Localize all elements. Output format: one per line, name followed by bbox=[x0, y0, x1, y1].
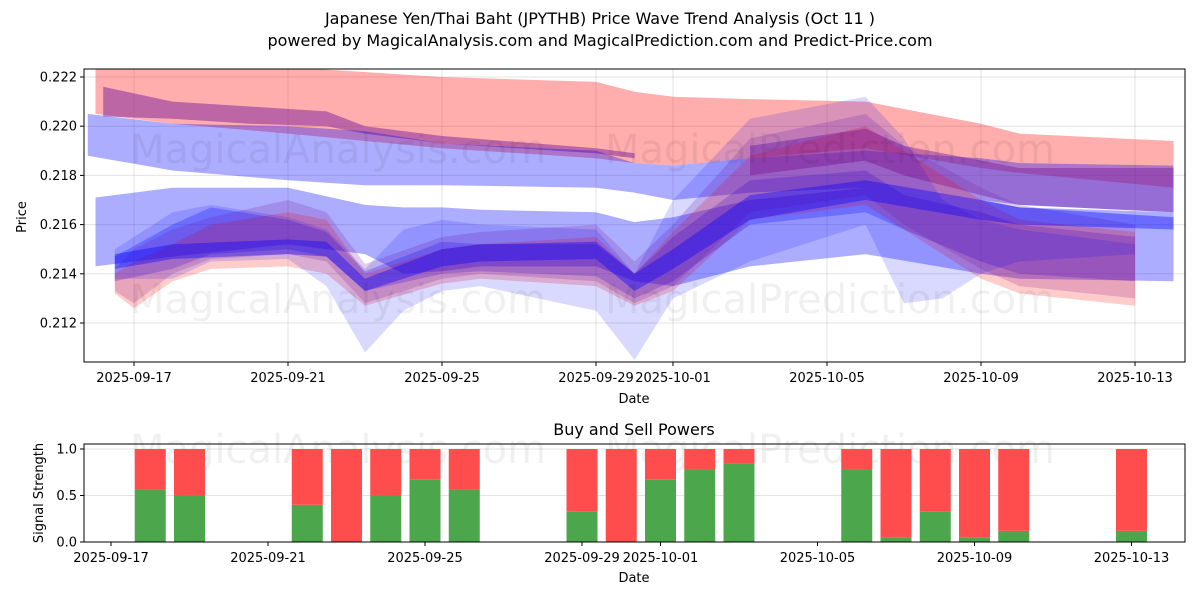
sell-bar bbox=[919, 449, 951, 512]
sell-bar bbox=[1116, 449, 1147, 531]
sell-bar bbox=[291, 449, 323, 505]
main-x-tick-label: 2025-09-21 bbox=[250, 371, 326, 386]
watermark-top-right: MagicalPrediction.com bbox=[605, 127, 1055, 173]
main-y-axis-label: Price bbox=[15, 201, 30, 233]
sell-bar bbox=[370, 449, 402, 496]
band-red-0 bbox=[95, 69, 1174, 188]
buy-bar bbox=[998, 530, 1030, 542]
buy-bar bbox=[723, 463, 755, 542]
buy-bar bbox=[919, 511, 951, 542]
bar-chart-title: Buy and Sell Powers bbox=[553, 420, 715, 439]
band-blue-8 bbox=[114, 96, 1136, 360]
band-purple-4 bbox=[750, 128, 1174, 213]
main-y-ticks: 0.212 0.214 0.216 0.218 0.220 0.222 bbox=[40, 71, 84, 332]
buy-bar bbox=[409, 479, 441, 542]
band-blue-5 bbox=[114, 170, 1136, 299]
main-y-tick-label: 0.220 bbox=[40, 120, 77, 135]
main-y-tick-label: 0.222 bbox=[40, 71, 77, 86]
sell-bar bbox=[174, 449, 205, 496]
band-red-7 bbox=[114, 126, 1136, 309]
sell-bar bbox=[448, 449, 480, 490]
sell-bar bbox=[880, 449, 912, 538]
main-watermarks: MagicalAnalysis.com MagicalPrediction.co… bbox=[130, 127, 1055, 323]
main-x-tick-label: 2025-10-13 bbox=[1097, 371, 1173, 386]
bar-x-tick-label: 2025-10-09 bbox=[937, 551, 1013, 566]
band-blue-3 bbox=[95, 187, 1174, 287]
watermark-bottom-right: MagicalPrediction.com bbox=[605, 277, 1055, 323]
sell-bar bbox=[566, 449, 598, 512]
buy-bar bbox=[645, 479, 676, 542]
bar-y-tick-label: 0.0 bbox=[56, 536, 77, 551]
buy-bar bbox=[448, 489, 480, 542]
main-plot-frame bbox=[83, 68, 1186, 363]
sell-bar bbox=[723, 449, 755, 464]
sell-bar bbox=[409, 449, 441, 480]
main-x-ticks: 2025-09-17 2025-09-21 2025-09-25 2025-09-29… bbox=[96, 362, 1173, 386]
bar-x-axis-label: Date bbox=[618, 571, 649, 586]
main-y-tick-label: 0.212 bbox=[40, 317, 77, 332]
bar-x-tick-label: 2025-09-29 bbox=[544, 551, 620, 566]
sell-bar bbox=[645, 449, 676, 480]
main-x-axis-label: Date bbox=[618, 392, 649, 407]
sell-bar bbox=[684, 449, 716, 470]
chart-subtitle: powered by MagicalAnalysis.com and Magic… bbox=[267, 31, 933, 50]
buy-bar bbox=[566, 511, 598, 542]
bar-x-tick-label: 2025-09-25 bbox=[387, 551, 463, 566]
buy-bar bbox=[959, 537, 990, 542]
watermark-top-left: MagicalAnalysis.com bbox=[130, 127, 546, 173]
bar-x-tick-label: 2025-10-05 bbox=[780, 551, 856, 566]
buy-bar bbox=[174, 495, 205, 542]
band-blue-2 bbox=[87, 113, 1174, 213]
bar-plot-frame bbox=[83, 443, 1186, 543]
main-x-tick-label: 2025-09-17 bbox=[96, 371, 172, 386]
buy-bar bbox=[841, 469, 873, 542]
main-grid bbox=[84, 69, 1185, 362]
main-y-tick-label: 0.216 bbox=[40, 218, 77, 233]
sell-bar bbox=[959, 449, 990, 538]
bar-y-axis-label: Signal Strength bbox=[32, 443, 47, 543]
bar-x-tick-label: 2025-10-01 bbox=[623, 551, 699, 566]
bar-y-tick-label: 0.5 bbox=[56, 489, 77, 504]
band-purple-6 bbox=[114, 113, 1136, 304]
buy-bar bbox=[370, 495, 402, 542]
buy-bar bbox=[1116, 530, 1147, 542]
bars bbox=[134, 449, 1147, 542]
watermark-bottom-left: MagicalAnalysis.com bbox=[130, 277, 546, 323]
buy-bar bbox=[291, 504, 323, 542]
bar-x-ticks: 2025-09-17 2025-09-21 2025-09-25 2025-09-29… bbox=[73, 542, 1169, 566]
band-purple-1 bbox=[103, 86, 635, 159]
buy-bar bbox=[880, 537, 912, 542]
buy-bar bbox=[134, 489, 166, 542]
bar-x-tick-label: 2025-10-13 bbox=[1094, 551, 1170, 566]
main-x-tick-label: 2025-10-09 bbox=[943, 371, 1019, 386]
main-bands bbox=[87, 69, 1174, 360]
sell-bar bbox=[331, 449, 362, 542]
band-blue-9 bbox=[114, 180, 1174, 291]
sell-bar bbox=[605, 449, 637, 542]
main-y-tick-label: 0.218 bbox=[40, 169, 77, 184]
sell-bar bbox=[134, 449, 166, 490]
main-x-tick-label: 2025-09-29 bbox=[558, 371, 634, 386]
bar-y-ticks: 0.0 0.5 1.0 bbox=[56, 443, 84, 551]
main-x-tick-label: 2025-09-25 bbox=[404, 371, 480, 386]
buy-bar bbox=[684, 469, 716, 542]
sell-bar bbox=[998, 449, 1030, 531]
sell-bar bbox=[841, 449, 873, 470]
main-y-tick-label: 0.214 bbox=[40, 267, 77, 282]
bar-x-tick-label: 2025-09-21 bbox=[230, 551, 306, 566]
bar-x-tick-label: 2025-09-17 bbox=[73, 551, 149, 566]
chart-title: Japanese Yen/Thai Baht (JPYTHB) Price Wa… bbox=[324, 9, 876, 28]
main-x-tick-label: 2025-10-05 bbox=[789, 371, 865, 386]
bar-y-tick-label: 1.0 bbox=[56, 443, 77, 458]
main-x-tick-label: 2025-10-01 bbox=[635, 371, 711, 386]
